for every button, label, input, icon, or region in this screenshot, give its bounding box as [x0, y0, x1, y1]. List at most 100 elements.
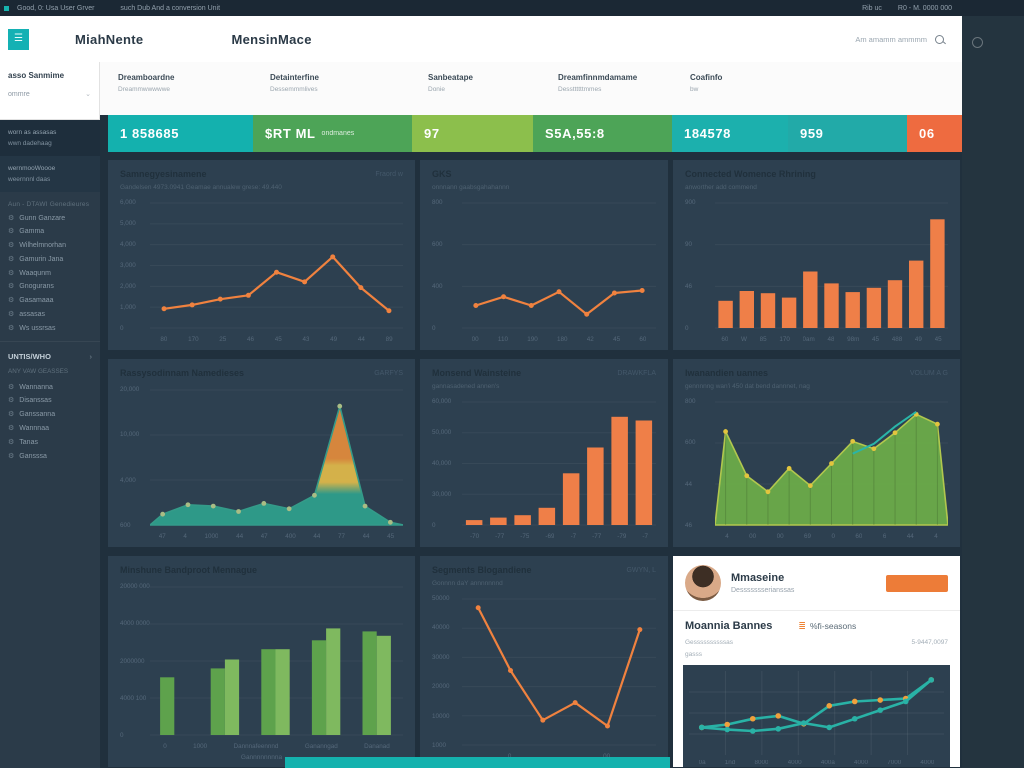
- kpi-tile[interactable]: 97: [412, 115, 533, 152]
- kpi-tile[interactable]: 959: [788, 115, 907, 152]
- chart-svg: [689, 671, 944, 755]
- kpi-tile[interactable]: S5A,55:8: [533, 115, 672, 152]
- tick-label: 170: [188, 335, 199, 343]
- kpi-tile[interactable]: $RT ML ondmanes: [253, 115, 412, 152]
- panel-title: Samnegyesinamene: [120, 169, 207, 179]
- menu-item-label: assasas: [19, 311, 45, 319]
- chevron-down-icon: ⌄: [85, 91, 91, 98]
- tick-label: 46: [247, 335, 255, 343]
- account-sub-label: ommre: [8, 90, 30, 98]
- profile-action-button[interactable]: [886, 574, 948, 592]
- tick-label: 30000: [432, 653, 450, 661]
- tick-label: -79: [617, 532, 627, 540]
- gear-icon: ⚙: [8, 383, 15, 391]
- gear-icon: ⚙: [8, 255, 15, 263]
- sidebar-menu-item[interactable]: ⚙ Gansssa: [0, 449, 100, 463]
- tick-label: -69: [545, 532, 555, 540]
- line-chart: [462, 593, 656, 751]
- gear-icon: ⚙: [8, 228, 15, 236]
- gear-icon: ⚙: [8, 324, 15, 332]
- kpi-label-title: Coafinfo: [690, 73, 723, 82]
- tick-label: 46: [685, 283, 693, 290]
- sidebar-menu-item[interactable]: ⚙ assasas: [0, 308, 100, 322]
- tick-label: 800: [432, 199, 443, 206]
- bottom-scroll-strip[interactable]: [285, 757, 670, 768]
- kpi-label-title: Dreamboardne: [118, 73, 175, 82]
- tick-label: 0: [432, 325, 436, 332]
- sidebar-menu-item[interactable]: ⚙ Gnogurans: [0, 280, 100, 294]
- panel-segments-line: Segments Blogandiene Gonnnn daY annnnnnn…: [420, 556, 668, 767]
- sidebar-menu-item[interactable]: ⚙ Ganssanna: [0, 408, 100, 422]
- y-axis-labels: 800 600 400 0: [432, 197, 462, 334]
- panel-trend-line: Samnegyesinamene Gandelsen 4973.0941 Gea…: [108, 160, 415, 350]
- tick-label: 77: [337, 532, 345, 540]
- tick-label: 60: [855, 532, 863, 540]
- tick-label: 20,000: [120, 386, 140, 393]
- account-selector[interactable]: ommre ⌄: [8, 90, 91, 99]
- panel-title: GKS: [432, 169, 452, 179]
- sidebar-menu-item[interactable]: ⚙ Gunn Ganzare: [0, 211, 100, 225]
- sidebar-subsection-label: ANY VAW GEASSES: [8, 368, 69, 376]
- kpi-value: 184578: [684, 126, 731, 141]
- tick-label: 44: [357, 335, 365, 343]
- tick-label: Dananad: [364, 742, 390, 750]
- topbar-info-text: such Dub And a conversion Unit: [120, 4, 221, 12]
- sidebar-menu-item[interactable]: ⚙ Disanssas: [0, 394, 100, 408]
- x-axis-labels: 60 W 85 170 0am 48 98m 45 488 49 45: [685, 334, 948, 344]
- sidebar-menu-item[interactable]: ⚙ Tanas: [0, 435, 100, 449]
- sidebar-menu-item[interactable]: ⚙ Waaqunm: [0, 266, 100, 280]
- tick-label: 45: [613, 335, 621, 343]
- tick-label: 44: [906, 532, 914, 540]
- tick-label: 40000: [432, 624, 450, 632]
- sidebar-account-block[interactable]: asso Sanmime ommre ⌄: [0, 62, 100, 120]
- tick-label: 45: [872, 335, 880, 343]
- kpi-label-group: Sanbeatape Donie: [428, 73, 473, 93]
- tick-label: 4000: [787, 760, 802, 765]
- sidebar-section-header[interactable]: UNTIS/WHO ›: [0, 341, 100, 365]
- sidebar-menu-secondary: ⚙ Wannanna ⚙ Disanssas ⚙ Ganssanna ⚙ Wannnaa ⚙ Ta…: [0, 380, 100, 463]
- chart-svg: [462, 401, 656, 526]
- tick-label: 44: [685, 480, 693, 488]
- tick-label: 1000: [193, 742, 208, 750]
- sidebar-menu-item[interactable]: ⚙ Gamma: [0, 225, 100, 239]
- area-chart: [147, 384, 404, 531]
- tick-label: 3,000: [120, 262, 136, 269]
- gear-icon: ⚙: [8, 438, 15, 446]
- tick-label: 44: [362, 532, 370, 540]
- profile-card: Mmaseine Dessssssserianssas Moannia Bann…: [673, 556, 960, 767]
- search-box[interactable]: Am amamm ammmm: [855, 34, 944, 44]
- chart-svg: [150, 586, 403, 736]
- area-chart: [714, 396, 949, 531]
- tick-label: 40,000: [432, 460, 452, 467]
- chart-svg: [462, 598, 656, 746]
- sidebar-menu-item[interactable]: ⚙ Wannanna: [0, 380, 100, 394]
- panel-corner-label: DRAWKFLA: [617, 370, 656, 377]
- panel-corner-label: GWYN, L: [626, 567, 656, 574]
- sidebar-menu-item[interactable]: ⚙ Ws ussrsas: [0, 321, 100, 335]
- tick-label: 0: [120, 732, 124, 739]
- profile-header: Mmaseine Dessssssserianssas: [673, 556, 960, 611]
- menu-item-label: Gamurin Jana: [19, 255, 64, 263]
- kpi-label-group: Detainterfine Dessemmmlives: [270, 73, 319, 93]
- x-axis-labels: 0 1000 Dannnafeennnd Gananngad Dananad: [120, 741, 403, 751]
- tick-label: 60: [639, 335, 647, 343]
- tick-label: -70: [470, 532, 480, 540]
- sidebar-menu-item[interactable]: ⚙ Wannnaa: [0, 422, 100, 436]
- tick-label: 6: [882, 532, 887, 540]
- sidebar-menu-item[interactable]: ⚙ Gamurin Jana: [0, 253, 100, 267]
- app-logo[interactable]: ☰: [8, 28, 29, 50]
- sidebar-menu-item[interactable]: ⚙ Wilhelmnorhan: [0, 239, 100, 253]
- sidebar-menu-item[interactable]: ⚙ Gasamaaa: [0, 294, 100, 308]
- tick-label: 0: [163, 742, 167, 750]
- kpi-tile[interactable]: 184578: [672, 115, 788, 152]
- tick-label: 80: [160, 335, 168, 343]
- panel-corner-label: Fraord w: [375, 171, 403, 178]
- kpi-tile[interactable]: 1 858685: [108, 115, 253, 152]
- kpi-label-sub: Dessemmmlives: [270, 86, 318, 93]
- kpi-value: $RT ML: [265, 126, 316, 141]
- kpi-tile[interactable]: 06: [907, 115, 962, 152]
- panel-subtitle: gennnnng wan'i 450 dat bend dannnet, nag: [685, 383, 810, 390]
- kpi-value: 1 858685: [120, 126, 180, 141]
- panel-grouped-bars: Minshune Bandproot Mennague 20000 0000 40…: [108, 556, 415, 767]
- chart-svg: [147, 389, 404, 526]
